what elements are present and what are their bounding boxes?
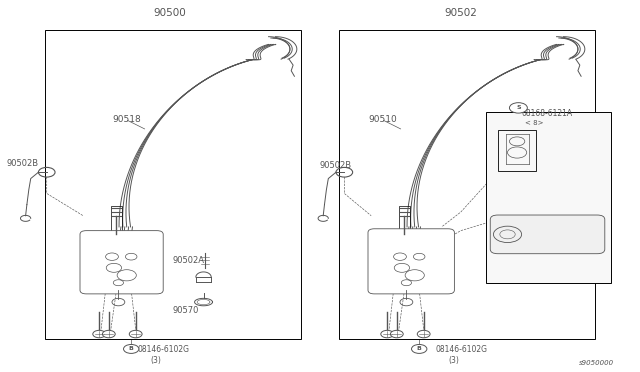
Text: 90510: 90510: [368, 115, 397, 124]
Text: (3): (3): [448, 356, 459, 365]
Bar: [111, 206, 122, 234]
Text: 90500: 90500: [153, 8, 186, 18]
Text: B: B: [417, 346, 422, 352]
Text: 08146-6102G: 08146-6102G: [435, 345, 487, 354]
Text: (3): (3): [150, 356, 161, 365]
Bar: [339, 30, 595, 339]
Circle shape: [124, 344, 139, 353]
Text: 90502B: 90502B: [6, 159, 38, 168]
Circle shape: [93, 330, 106, 338]
Bar: [498, 130, 536, 171]
Text: 90570: 90570: [173, 306, 199, 315]
Text: 90518: 90518: [112, 115, 141, 124]
Bar: [486, 112, 611, 283]
Text: 90502: 90502: [444, 8, 477, 18]
Text: 08146-6102G: 08146-6102G: [138, 345, 189, 354]
Circle shape: [102, 330, 115, 338]
Circle shape: [390, 330, 403, 338]
FancyBboxPatch shape: [368, 229, 454, 294]
Text: 90605: 90605: [512, 245, 538, 254]
Text: < 8>: < 8>: [525, 120, 543, 126]
Text: S: S: [516, 105, 521, 110]
Text: s9050000: s9050000: [579, 360, 614, 366]
Circle shape: [412, 344, 427, 353]
Bar: [399, 206, 410, 234]
Circle shape: [417, 330, 430, 338]
Text: B: B: [129, 346, 134, 352]
Circle shape: [509, 103, 527, 113]
Text: 90502B: 90502B: [320, 161, 352, 170]
Bar: [45, 30, 301, 339]
Text: 08168-6121A: 08168-6121A: [522, 109, 573, 118]
Circle shape: [381, 330, 394, 338]
Circle shape: [493, 226, 522, 243]
Text: 90502A: 90502A: [173, 256, 205, 265]
Circle shape: [129, 330, 142, 338]
FancyBboxPatch shape: [80, 231, 163, 294]
FancyBboxPatch shape: [490, 215, 605, 254]
